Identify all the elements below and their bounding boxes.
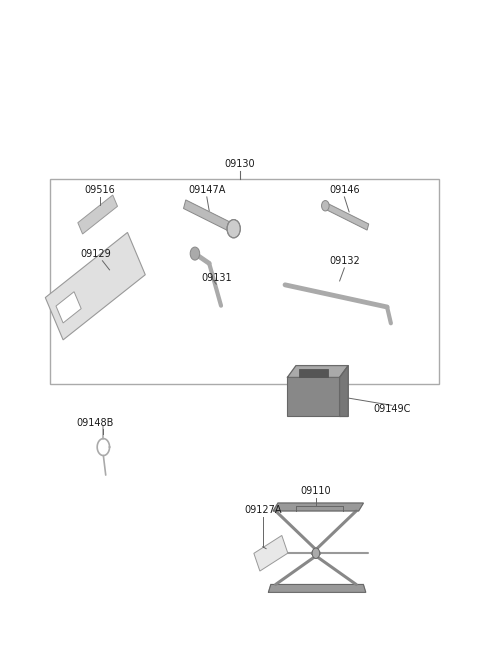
Circle shape — [322, 200, 329, 211]
Text: 09148B: 09148B — [77, 417, 114, 428]
Polygon shape — [254, 535, 288, 571]
FancyBboxPatch shape — [288, 377, 340, 417]
Polygon shape — [56, 292, 81, 323]
Circle shape — [227, 219, 240, 238]
Circle shape — [312, 548, 320, 558]
Text: 09130: 09130 — [225, 159, 255, 169]
Polygon shape — [273, 503, 363, 511]
Text: 09149C: 09149C — [373, 405, 410, 415]
Circle shape — [190, 247, 200, 260]
Text: 09146: 09146 — [329, 185, 360, 195]
Polygon shape — [78, 195, 118, 234]
Polygon shape — [340, 366, 348, 417]
Polygon shape — [183, 200, 235, 233]
Polygon shape — [45, 233, 145, 340]
Text: 09110: 09110 — [300, 486, 331, 496]
Text: 09127A: 09127A — [244, 505, 282, 516]
Polygon shape — [288, 366, 348, 377]
Text: 09516: 09516 — [84, 185, 115, 195]
Text: 09131: 09131 — [201, 273, 231, 283]
Polygon shape — [325, 203, 369, 230]
Polygon shape — [268, 585, 366, 593]
FancyBboxPatch shape — [299, 369, 328, 377]
Text: 09129: 09129 — [80, 249, 111, 259]
Text: 09132: 09132 — [329, 256, 360, 266]
Text: 09147A: 09147A — [188, 185, 226, 195]
